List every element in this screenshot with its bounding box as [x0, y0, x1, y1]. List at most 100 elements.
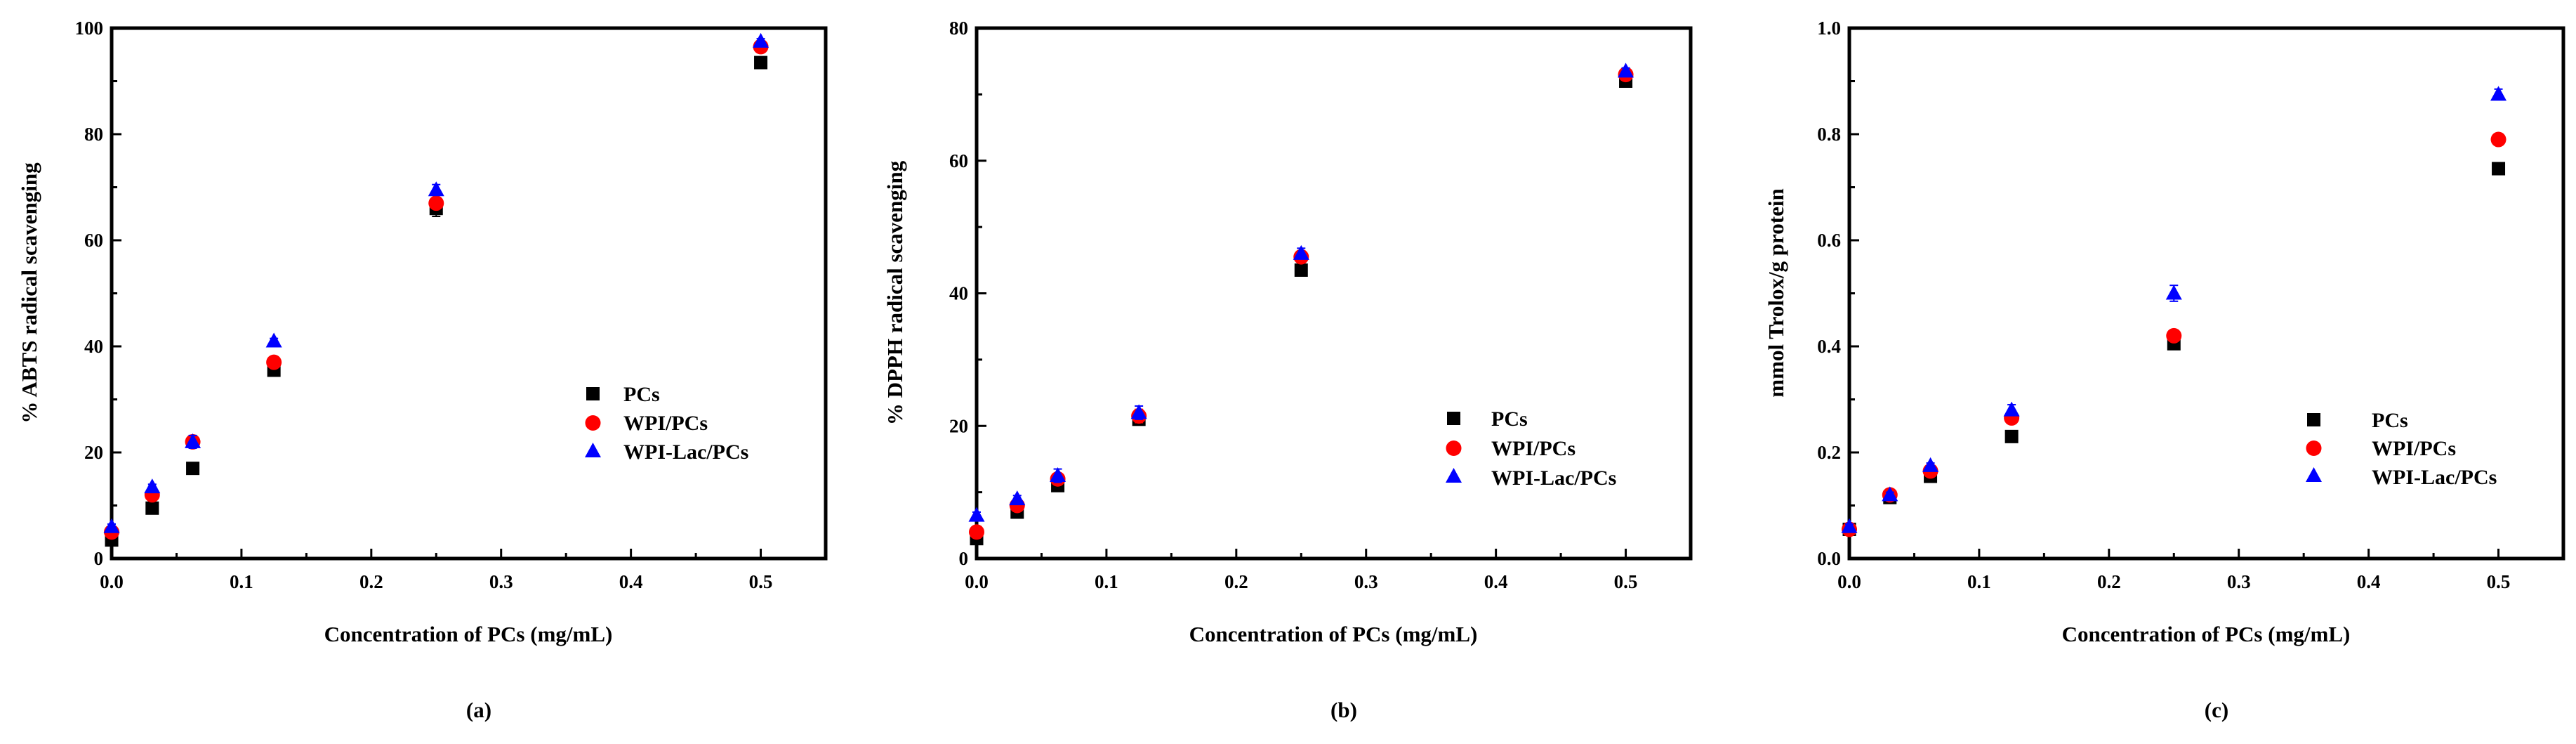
y-tick-label: 40: [84, 336, 103, 357]
x-tick-label: 0.4: [1484, 571, 1508, 592]
panel-c-y-axis-label: mmol Trolox/g protein: [1764, 188, 1788, 397]
x-tick-label: 0.2: [359, 571, 383, 592]
legend-wpi-pcs-label: WPI/PCs: [2372, 437, 2456, 460]
point-pcs: [2492, 162, 2506, 176]
y-tick-label: 0: [94, 548, 104, 569]
point-wpi-lac-pcs: [1922, 457, 1939, 472]
point-wpi-lac-pcs: [1882, 486, 1898, 502]
panel-a-data-marks: [103, 32, 770, 547]
x-tick-label: 0.0: [1837, 571, 1861, 592]
legend-pcs-label: PCs: [623, 383, 660, 406]
panel-c-legend: PCs WPI/PCs WPI-Lac/PCs: [2306, 409, 2497, 489]
y-tick-label: 60: [949, 150, 968, 171]
point-pcs: [754, 56, 768, 70]
point-wpi-lac-pcs: [144, 478, 161, 494]
legend-wpi-lac-pcs-marker: [1446, 468, 1462, 483]
x-tick-label: 0.4: [2357, 571, 2381, 592]
point-wpi-lac-pcs: [753, 32, 770, 48]
point-pcs: [186, 462, 200, 476]
panel-c-label: (c): [2205, 698, 2228, 722]
x-tick-label: 0.0: [100, 571, 124, 592]
y-tick-label: 0.4: [1817, 336, 1841, 357]
panel-a: 0.0 0.1 0.2 0.3 0.4 0.5 0 20 40 60 80 100 Concentra…: [17, 18, 828, 722]
point-wpi-lac-pcs: [1050, 467, 1066, 483]
point-wpi-lac-pcs: [1009, 490, 1026, 506]
panel-a-label: (a): [466, 698, 491, 722]
point-wpi-lac-pcs: [103, 518, 120, 533]
point-wpi-lac-pcs: [2003, 401, 2020, 417]
point-wpi-lac-pcs: [1618, 63, 1634, 78]
panel-a-plot-area: [110, 26, 828, 561]
legend-wpi-lac-pcs-marker: [2306, 467, 2322, 482]
panel-a-x-axis-label: Concentration of PCs (mg/mL): [324, 622, 613, 646]
panel-b-data-marks: [968, 63, 1634, 546]
x-tick-label: 0.3: [2227, 571, 2251, 592]
y-tick-label: 20: [949, 415, 968, 436]
panel-b-label: (b): [1330, 698, 1357, 722]
legend-wpi-pcs-marker: [2306, 440, 2322, 456]
panel-a-legend: PCs WPI/PCs WPI-Lac/PCs: [585, 383, 748, 464]
y-tick-label: 0.0: [1817, 548, 1841, 569]
panel-c-x-axis-label: Concentration of PCs (mg/mL): [2062, 622, 2351, 646]
x-tick-label: 0.5: [2487, 571, 2511, 592]
x-tick-label: 0.2: [2097, 571, 2121, 592]
legend-pcs-marker: [1447, 412, 1460, 425]
legend-wpi-pcs-marker: [1446, 440, 1462, 456]
panel-c: 0.0 0.1 0.2 0.3 0.4 0.5 0.0 0.2 0.4 0.6 0.8 1.0 Con…: [1764, 18, 2565, 722]
legend-pcs-marker: [2307, 413, 2320, 426]
x-tick-label: 0.5: [749, 571, 773, 592]
point-wpi-lac-pcs: [428, 181, 444, 197]
panel-a-axes: 0.0 0.1 0.2 0.3 0.4 0.5 0 20 40 60 80 100: [75, 18, 773, 592]
point-pcs: [2004, 429, 2019, 443]
point-wpi-pcs: [266, 354, 282, 370]
legend-wpi-pcs-label: WPI/PCs: [623, 412, 708, 435]
point-wpi-lac-pcs: [2165, 285, 2182, 300]
point-wpi-lac-pcs: [2490, 86, 2507, 101]
point-wpi-pcs: [969, 524, 984, 540]
y-tick-label: 80: [949, 18, 968, 39]
y-tick-label: 1.0: [1817, 18, 1841, 39]
x-tick-label: 0.0: [965, 571, 989, 592]
y-tick-label: 100: [75, 18, 104, 39]
point-wpi-pcs: [2490, 131, 2506, 148]
x-tick-label: 0.3: [489, 571, 513, 592]
legend-pcs-label: PCs: [2372, 409, 2408, 432]
point-wpi-pcs: [428, 195, 444, 211]
panel-b-x-axis-label: Concentration of PCs (mg/mL): [1189, 622, 1478, 646]
legend-pcs-marker: [586, 387, 600, 400]
y-tick-label: 0.2: [1817, 442, 1841, 463]
point-wpi-lac-pcs: [968, 507, 985, 522]
panel-c-axes: 0.0 0.1 0.2 0.3 0.4 0.5 0.0 0.2 0.4 0.6 0.8 1.0: [1817, 18, 2510, 592]
point-wpi-pcs: [2166, 327, 2182, 344]
x-tick-label: 0.1: [230, 571, 253, 592]
point-wpi-lac-pcs: [185, 433, 202, 448]
y-tick-label: 0.6: [1817, 230, 1841, 251]
x-tick-label: 0.3: [1354, 571, 1378, 592]
y-tick-label: 40: [949, 283, 968, 304]
point-pcs: [1294, 263, 1308, 277]
y-tick-label: 0.8: [1817, 124, 1841, 145]
x-tick-label: 0.5: [1614, 571, 1638, 592]
x-tick-label: 0.4: [619, 571, 643, 592]
y-tick-label: 0: [959, 548, 969, 569]
legend-wpi-pcs-label: WPI/PCs: [1491, 437, 1576, 460]
x-tick-label: 0.2: [1224, 571, 1248, 592]
x-tick-label: 0.1: [1967, 571, 1991, 592]
x-tick-label: 0.1: [1095, 571, 1118, 592]
legend-wpi-lac-pcs-label: WPI-Lac/PCs: [623, 440, 748, 464]
point-wpi-lac-pcs: [1130, 404, 1147, 419]
point-wpi-lac-pcs: [1293, 244, 1309, 260]
point-wpi-lac-pcs: [265, 332, 282, 348]
panel-a-y-axis-label: % ABTS radical scavenging: [17, 162, 41, 424]
y-tick-label: 20: [84, 442, 103, 463]
panel-b: 0.0 0.1 0.2 0.3 0.4 0.5 0 20 40 60 80 Concentratio…: [883, 18, 1693, 722]
legend-pcs-label: PCs: [1491, 407, 1528, 431]
point-pcs: [145, 501, 159, 515]
y-tick-label: 60: [84, 230, 103, 251]
y-tick-label: 80: [84, 124, 103, 145]
panel-b-legend: PCs WPI/PCs WPI-Lac/PCs: [1446, 407, 1616, 490]
panel-b-axes: 0.0 0.1 0.2 0.3 0.4 0.5 0 20 40 60 80: [949, 18, 1637, 592]
legend-wpi-pcs-marker: [585, 415, 601, 431]
legend-wpi-lac-pcs-label: WPI-Lac/PCs: [2372, 466, 2497, 489]
